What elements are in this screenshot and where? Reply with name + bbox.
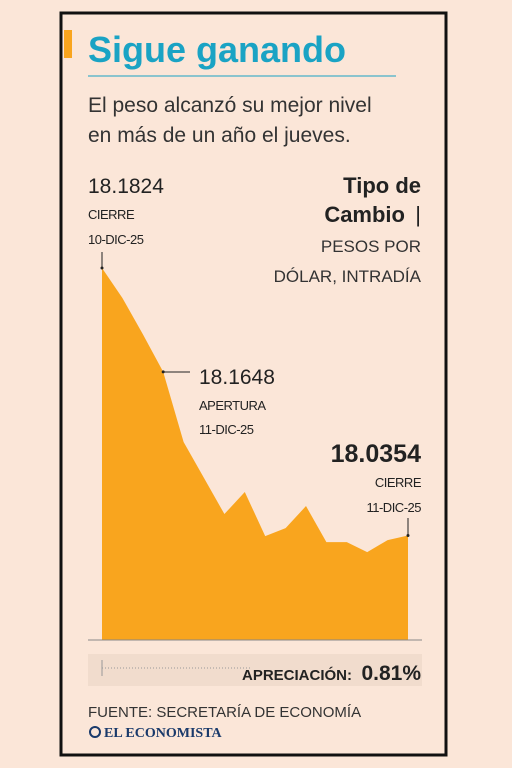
- chart-subtitle: DÓLAR, INTRADÍA: [274, 267, 422, 286]
- annotation-label: APERTURA: [199, 398, 266, 413]
- annotation-value: 18.1648: [199, 366, 275, 389]
- annotation-date: 10-DIC-25: [88, 232, 144, 247]
- footer-band: [88, 654, 422, 686]
- subtitle-line: El peso alcanzó su mejor nivel: [88, 94, 372, 117]
- footer-label: APRECIACIÓN:: [242, 666, 352, 684]
- title: Sigue ganando: [88, 29, 346, 70]
- annotation-value: 18.1824: [88, 175, 164, 198]
- source: FUENTE: SECRETARÍA DE ECONOMÍA: [88, 704, 361, 721]
- chart-title: Tipo de: [343, 173, 421, 198]
- accent-mark: [64, 30, 72, 58]
- subtitle-line: en más de un año el jueves.: [88, 124, 351, 147]
- plot: [88, 266, 422, 641]
- frame: [59, 11, 448, 757]
- annotation-date: 11-DIC-25: [366, 500, 421, 515]
- brand-icon: [89, 726, 101, 738]
- chart-subtitle: PESOS POR: [321, 237, 421, 256]
- annotation-label: CIERRE: [375, 475, 422, 490]
- area: [102, 268, 408, 640]
- annotation-date: 11-DIC-25: [199, 422, 254, 437]
- annotation-label: CIERRE: [88, 207, 135, 222]
- annotation-value: 18.0354: [331, 440, 421, 468]
- chart-title-separator: |: [415, 202, 421, 227]
- chart-title: Cambio: [324, 202, 405, 227]
- footer-value: 0.81%: [361, 662, 421, 685]
- brand: EL ECONOMISTA: [104, 726, 222, 741]
